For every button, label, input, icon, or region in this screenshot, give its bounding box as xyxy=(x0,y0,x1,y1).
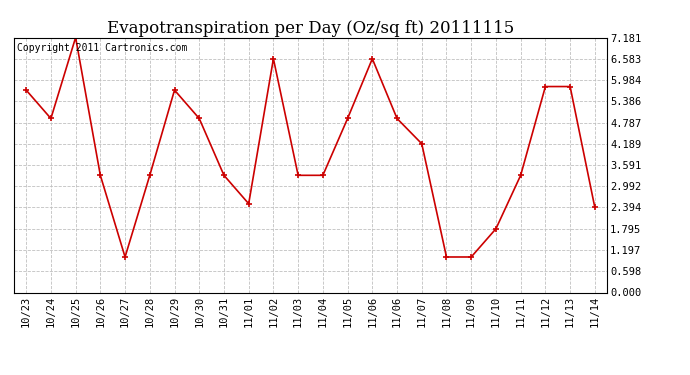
Title: Evapotranspiration per Day (Oz/sq ft) 20111115: Evapotranspiration per Day (Oz/sq ft) 20… xyxy=(107,20,514,38)
Text: Copyright 2011 Cartronics.com: Copyright 2011 Cartronics.com xyxy=(17,43,187,52)
